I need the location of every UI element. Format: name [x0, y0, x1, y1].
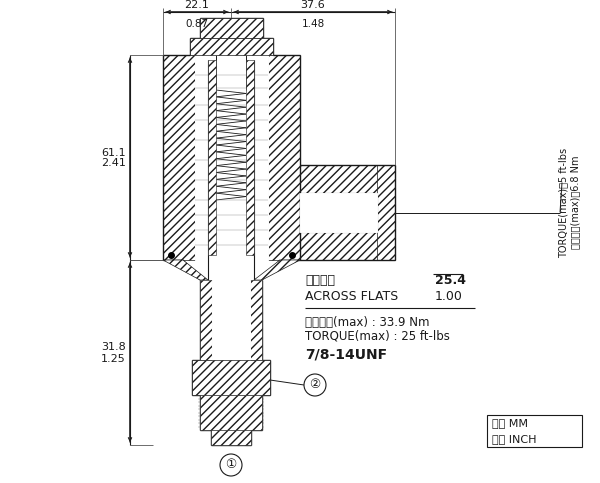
Bar: [377, 165, 395, 260]
Text: ACROSS FLATS: ACROSS FLATS: [305, 289, 398, 302]
Bar: [163, 55, 195, 260]
Text: ②: ②: [310, 379, 320, 392]
Text: 0.87: 0.87: [185, 19, 209, 29]
Bar: [211, 430, 251, 445]
Text: 1.00: 1.00: [435, 289, 463, 302]
Text: 英寸 INCH: 英寸 INCH: [492, 434, 536, 444]
Polygon shape: [254, 260, 300, 280]
Text: 1.48: 1.48: [301, 19, 325, 29]
Bar: [200, 395, 262, 430]
Text: ①: ①: [226, 458, 236, 471]
Text: 對邊寬度: 對邊寬度: [305, 273, 335, 286]
Bar: [212, 280, 250, 360]
Bar: [300, 193, 377, 232]
Bar: [208, 60, 216, 255]
Bar: [200, 18, 263, 38]
Text: TORQUE(max) : 25 ft-lbs: TORQUE(max) : 25 ft-lbs: [305, 329, 450, 342]
Bar: [190, 38, 273, 55]
Bar: [246, 60, 254, 255]
Text: 22.1: 22.1: [185, 0, 209, 10]
Text: 1.25: 1.25: [101, 354, 126, 364]
Bar: [195, 55, 268, 260]
Bar: [487, 415, 582, 447]
Bar: [300, 232, 395, 260]
Text: 7/8-14UNF: 7/8-14UNF: [305, 348, 387, 362]
Bar: [268, 55, 300, 260]
Text: 31.8: 31.8: [101, 342, 126, 353]
Bar: [250, 280, 262, 360]
Bar: [300, 165, 395, 193]
Text: 2.41: 2.41: [101, 158, 126, 169]
Text: 安装扭矩(max) : 33.9 Nm: 安装扭矩(max) : 33.9 Nm: [305, 315, 430, 328]
Bar: [192, 360, 270, 395]
Text: TORQUE(max)：5 ft-lbs: TORQUE(max)：5 ft-lbs: [558, 147, 568, 257]
Bar: [200, 280, 212, 360]
Text: 37.6: 37.6: [301, 0, 325, 10]
Polygon shape: [163, 260, 208, 280]
Text: 25.4: 25.4: [435, 273, 466, 286]
Text: 安装扭矩(max)：6.8 Nm: 安装扭矩(max)：6.8 Nm: [570, 156, 580, 249]
Text: 61.1: 61.1: [101, 147, 126, 157]
Text: 毫米 MM: 毫米 MM: [492, 418, 528, 428]
